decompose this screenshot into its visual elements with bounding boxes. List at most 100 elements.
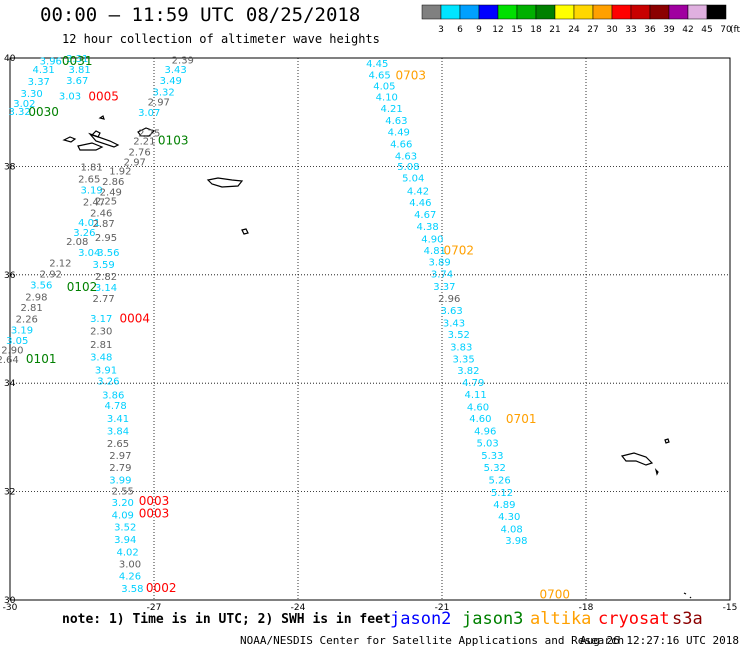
- swh-value: 4.01: [78, 218, 100, 229]
- swh-value: 2.97: [109, 451, 131, 462]
- swh-value: 3.02: [13, 99, 35, 110]
- colorbar-label-15: 15: [511, 25, 522, 35]
- colorbar-label-24: 24: [568, 25, 580, 35]
- pass-label-altika: 0702: [444, 244, 475, 258]
- lon-tick-label: -27: [147, 603, 162, 613]
- swh-value: 4.67: [414, 210, 436, 221]
- colorbar-label-18: 18: [530, 25, 542, 35]
- swh-value: 3.89: [428, 258, 450, 269]
- colorbar-label-45: 45: [701, 25, 712, 35]
- lat-tick-label: 30: [4, 596, 16, 606]
- swh-value: 2.82: [95, 272, 117, 283]
- lon-tick-label: -15: [723, 603, 738, 613]
- island-graciosa: [62, 136, 77, 143]
- pass-label-jason3: 0030: [28, 105, 59, 119]
- swh-value: 4.02: [116, 548, 138, 559]
- map-frame: [9, 57, 731, 601]
- map-subtitle: 12 hour collection of altimeter wave hei…: [62, 32, 380, 46]
- swh-value: 3.91: [95, 365, 117, 376]
- swh-value: 2.97: [148, 98, 170, 109]
- swh-value: 2.95: [95, 233, 117, 244]
- swh-value: 2.75: [138, 129, 160, 140]
- swh-value: 2.98: [25, 292, 47, 303]
- lon-tick-label: -24: [291, 603, 306, 613]
- swh-value: 2.25: [95, 196, 117, 207]
- colorbar-label-39: 39: [663, 25, 675, 35]
- swh-value: 3.19: [11, 325, 33, 336]
- colorbar-label-3: 3: [438, 25, 444, 35]
- swh-value: 3.63: [440, 306, 462, 317]
- swh-value: 2.39: [172, 55, 194, 66]
- swh-value: 4.45: [366, 59, 388, 70]
- swh-value: 4.65: [368, 71, 390, 82]
- swh-value: 4.81: [424, 246, 446, 257]
- legend-cryosat: cryosat: [598, 609, 670, 629]
- swh-value: 3.03: [59, 92, 81, 103]
- legend-jason2: jason2: [390, 609, 452, 629]
- island-santa-maria: [241, 228, 249, 235]
- swh-value: 2.12: [49, 259, 71, 270]
- altimeter-observations: 3.96 3.31 2.39 4.31 3.81 3.43 3.37 3.67 3.49 3.30…: [0, 54, 528, 595]
- colorbar-label-42: 42: [682, 25, 693, 35]
- swh-value: 5.08: [397, 162, 419, 173]
- colorbar-label-33: 33: [625, 25, 636, 35]
- swh-value: 4.11: [464, 390, 486, 401]
- swh-value: 2.64: [0, 355, 19, 366]
- swh-value: 3.20: [112, 498, 134, 509]
- colorbar-label-27: 27: [587, 25, 598, 35]
- swh-value: 2.55: [112, 486, 134, 497]
- swh-value: 4.46: [409, 198, 431, 209]
- swh-value: 3.58: [121, 584, 143, 595]
- island-faial: [137, 127, 156, 137]
- swh-value: 2.79: [109, 463, 131, 474]
- pass-label-jason3: 0103: [158, 134, 189, 148]
- swh-value: 3.49: [160, 76, 182, 87]
- colorbar-unit: (ft): [730, 25, 740, 35]
- swh-value: 5.03: [476, 439, 498, 450]
- swh-value: 4.63: [395, 151, 417, 162]
- swh-value: 4.10: [376, 92, 398, 103]
- swh-value: 4.31: [32, 65, 54, 76]
- generation-timestamp: Aug 26 12:27:16 UTC 2018: [580, 634, 739, 647]
- swh-value: 3.67: [66, 76, 88, 87]
- pass-label-altika: 0700: [540, 587, 571, 601]
- legend-altika: altika: [530, 609, 592, 629]
- swh-value: 3.32: [152, 87, 174, 98]
- swh-value: 2.65: [78, 175, 100, 186]
- swh-value: 3.31: [66, 54, 88, 65]
- swh-value: 3.56: [97, 248, 119, 259]
- swh-value: 3.84: [107, 427, 129, 438]
- swh-value: 3.98: [505, 536, 527, 547]
- swh-value: 3.41: [107, 414, 129, 425]
- swh-value: 2.96: [438, 294, 460, 305]
- swh-value: 4.89: [493, 500, 515, 511]
- credit-text: NOAA/NESDIS Center for Satellite Applica…: [240, 634, 625, 647]
- swh-value: 3.82: [457, 366, 479, 377]
- swh-value: 3.04: [78, 248, 100, 259]
- swh-value: 5.12: [491, 488, 513, 499]
- island-pico: [77, 142, 104, 151]
- swh-value: 4.66: [390, 139, 412, 150]
- pass-label-cryosat: 0003: [139, 507, 170, 521]
- swh-value: 3.43: [443, 318, 465, 329]
- pass-label-jason3: 0101: [26, 352, 57, 366]
- pass-label-cryosat: 0004: [120, 311, 151, 325]
- island-corvo: [98, 115, 105, 120]
- swh-value: 2.86: [102, 177, 124, 188]
- swh-value: 4.63: [385, 116, 407, 127]
- pass-label-cryosat: 0002: [146, 581, 177, 595]
- swh-value: 4.60: [467, 402, 489, 413]
- colorbar-swatch-70: [706, 4, 727, 20]
- swh-value: 3.86: [102, 390, 124, 401]
- swh-value: 3.14: [95, 283, 117, 294]
- swh-value: 4.78: [104, 401, 126, 412]
- swh-value: 3.00: [119, 559, 141, 570]
- pass-label-altika: 0701: [506, 412, 537, 426]
- colorbar-label-30: 30: [606, 25, 618, 35]
- units-note: note: 1) Time is in UTC; 2) SWH is in fe…: [62, 612, 391, 627]
- lon-tick-label: -30: [3, 603, 18, 613]
- pass-label-jason3: 0102: [67, 280, 98, 294]
- swh-value: 1.92: [109, 167, 131, 178]
